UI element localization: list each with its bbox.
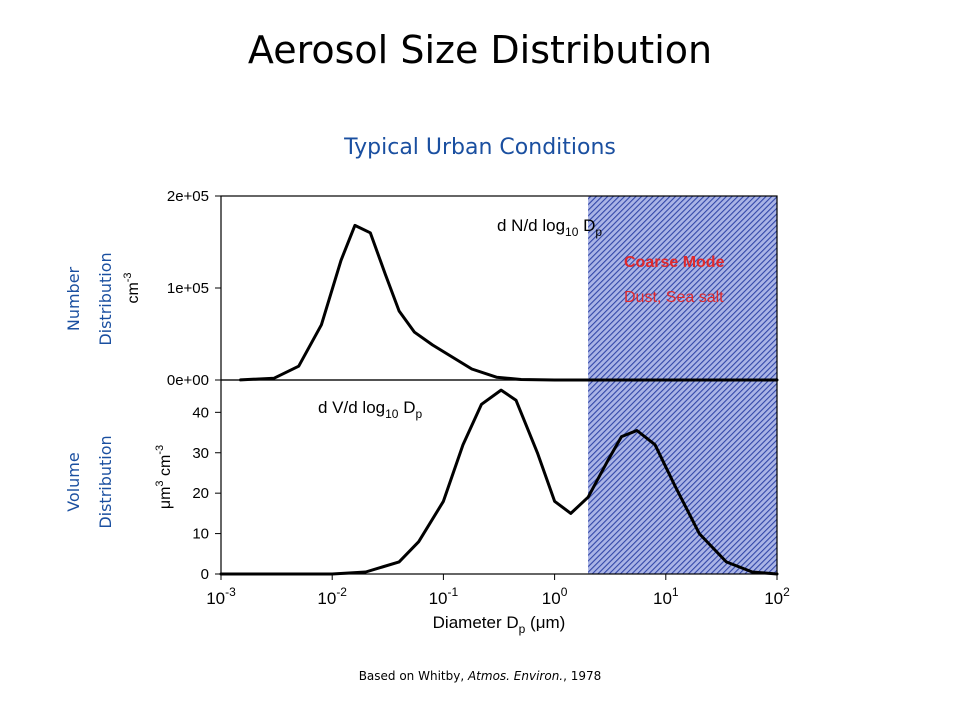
coarse-mode-label: Coarse Mode bbox=[624, 254, 725, 271]
number-ytick-label: 2e+05 bbox=[167, 188, 209, 205]
xtick-label: 101 bbox=[653, 585, 679, 608]
citation-journal: Atmos. Environ. bbox=[467, 669, 564, 683]
xtick-base: 10 bbox=[206, 589, 225, 608]
xtick-exp: 0 bbox=[561, 585, 568, 599]
xtick-exp: -1 bbox=[448, 585, 459, 599]
volume-ylabel-text: μm3 cm-3 bbox=[154, 445, 174, 509]
volume-panel-title-sub2: p bbox=[415, 407, 422, 421]
volume-distribution-curve bbox=[219, 388, 779, 576]
slide-title: Aerosol Size Distribution bbox=[247, 28, 713, 72]
citation-suffix: , 1978 bbox=[563, 669, 602, 683]
xtick-label: 10-2 bbox=[317, 585, 347, 608]
number-panel-title-sub2: p bbox=[595, 225, 602, 239]
x-axis-label: Diameter Dp (μm) bbox=[433, 613, 566, 636]
number-distribution-curve bbox=[239, 223, 779, 382]
volume-ylabel-cm: cm bbox=[157, 455, 174, 481]
xtick-label: 10-1 bbox=[429, 585, 459, 608]
xtick-exp: 2 bbox=[783, 585, 790, 599]
xtick-base: 10 bbox=[429, 589, 448, 608]
x-axis-label-main: Diameter D bbox=[433, 613, 519, 632]
chart-subtitle: Typical Urban Conditions bbox=[344, 135, 616, 160]
xtick-label: 102 bbox=[764, 585, 790, 608]
coarse-mode-sublabel: Dust, Sea salt bbox=[624, 289, 724, 306]
volume-ylabel-exp2: -3 bbox=[154, 445, 166, 455]
number-panel-title-main: d N/d log bbox=[497, 216, 565, 235]
volume-panel-frame bbox=[220, 379, 778, 575]
number-ytick-label: 0e+00 bbox=[167, 372, 209, 389]
volume-ylabel-um: μm bbox=[157, 487, 174, 510]
x-axis-label-sub: p bbox=[519, 622, 526, 636]
volume-ytick-label: 30 bbox=[192, 445, 209, 462]
volume-panel-title: d V/d log10 Dp bbox=[318, 398, 422, 421]
number-panel-title-mid: D bbox=[578, 216, 595, 235]
xtick-base: 10 bbox=[317, 589, 336, 608]
number-ylabel-base: cm bbox=[125, 282, 142, 303]
volume-panel-title-sub: 10 bbox=[385, 407, 399, 421]
volume-ytick-label: 10 bbox=[192, 526, 209, 543]
number-panel-title-sub: 10 bbox=[565, 225, 579, 239]
volume-panel-title-mid: D bbox=[398, 398, 415, 417]
citation-prefix: Based on Whitby, bbox=[358, 669, 468, 683]
xtick-base: 10 bbox=[542, 589, 561, 608]
volume-ytick-label: 0 bbox=[201, 566, 209, 583]
x-axis-label-unit: (μm) bbox=[525, 613, 565, 632]
xtick-label: 10-3 bbox=[206, 585, 236, 608]
volume-panel-title-main: d V/d log bbox=[318, 398, 385, 417]
xtick-exp: -3 bbox=[225, 585, 236, 599]
number-ylabel-exp: -3 bbox=[122, 272, 134, 282]
number-ylabel-text: cm-3 bbox=[122, 272, 142, 303]
citation: Based on Whitby, Atmos. Environ., 1978 bbox=[0, 669, 960, 683]
volume-ytick-label: 40 bbox=[192, 404, 209, 421]
volume-ylabel-exp1: 3 bbox=[154, 480, 166, 486]
coarse-mode-region bbox=[588, 196, 777, 574]
number-ytick-label: 1e+05 bbox=[167, 280, 209, 297]
volume-ytick-label: 20 bbox=[192, 485, 209, 502]
number-ylabel: cm-3 bbox=[122, 272, 142, 303]
xtick-base: 10 bbox=[764, 589, 783, 608]
volume-ylabel: μm3 cm-3 bbox=[154, 445, 174, 509]
xtick-label: 100 bbox=[542, 585, 568, 608]
xtick-exp: 1 bbox=[672, 585, 679, 599]
xtick-base: 10 bbox=[653, 589, 672, 608]
number-panel-title: d N/d log10 Dp bbox=[497, 216, 602, 239]
xtick-exp: -2 bbox=[336, 585, 347, 599]
